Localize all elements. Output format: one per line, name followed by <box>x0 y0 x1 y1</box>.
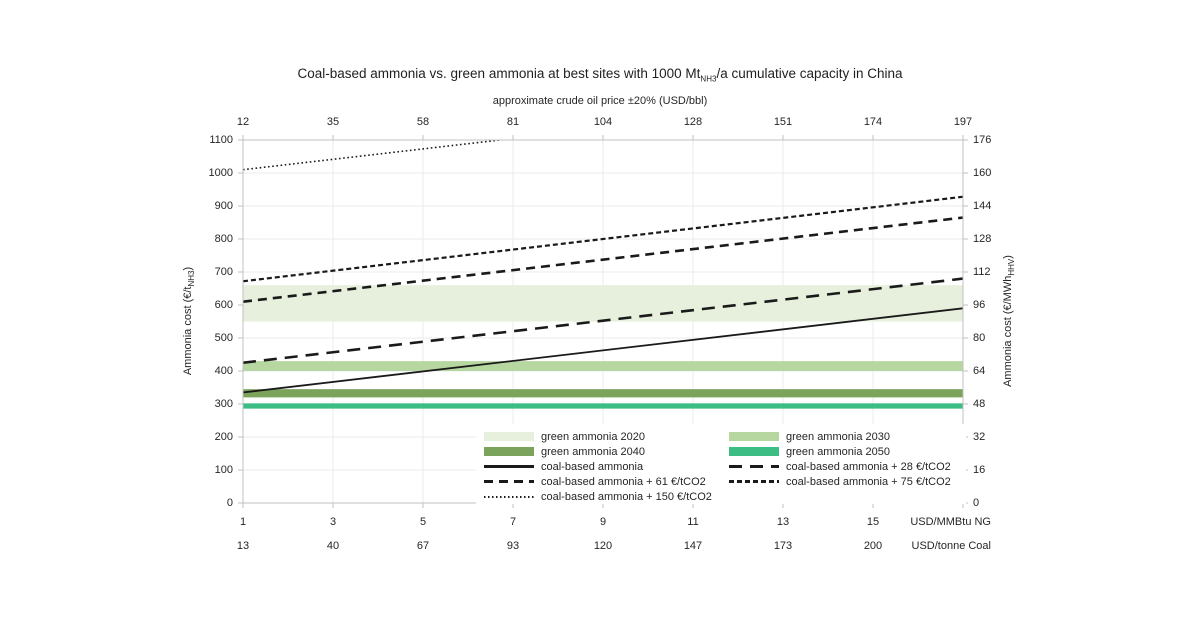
x-top-tick-label: 174 <box>863 116 883 128</box>
band-green-ammonia-2030 <box>243 361 963 371</box>
x-bottom-coal-tick-label: 40 <box>326 540 340 552</box>
y-right-tick-label: 160 <box>973 167 992 179</box>
legend-swatch <box>484 480 534 483</box>
legend-item-label: green ammonia 2050 <box>786 445 890 458</box>
y-right-tick-label: 16 <box>973 464 986 476</box>
line-coal-based-ammonia-75-tCO2 <box>243 195 963 283</box>
legend-swatch <box>484 495 534 498</box>
legend-item: coal-based ammonia + 150 €/tCO2 <box>484 489 712 504</box>
y-right-tick-label: 144 <box>973 200 992 212</box>
x-top-tick-label: 151 <box>773 116 793 128</box>
legend-item: green ammonia 2040 <box>484 444 712 459</box>
x-top-tick-label: 81 <box>506 116 520 128</box>
legend-item-label: green ammonia 2020 <box>541 430 645 443</box>
x-bottom-coal-tick-label: 200 <box>863 540 883 552</box>
x-bottom-ng-tick-label: 11 <box>687 516 699 528</box>
y-right-tick-label: 96 <box>973 299 986 311</box>
x-top-tick-label: 35 <box>326 116 340 128</box>
y-right-tick-label: 32 <box>973 431 986 443</box>
legend-item: coal-based ammonia <box>484 459 712 474</box>
x-top-tick-label: 197 <box>953 116 973 128</box>
band-green-ammonia-2040 <box>243 389 963 398</box>
band-green-ammonia-2020 <box>243 285 963 322</box>
y-right-tick-label: 80 <box>973 332 986 344</box>
legend-swatch <box>484 432 534 441</box>
legend-swatch <box>484 465 534 468</box>
legend-item: green ammonia 2050 <box>729 444 951 459</box>
x-bottom-coal-tick-label: 120 <box>593 540 613 552</box>
legend-item: coal-based ammonia + 75 €/tCO2 <box>729 474 951 489</box>
legend: green ammonia 2020 green ammonia 2040 coal… <box>476 424 966 504</box>
band-green-ammonia-2050 <box>243 403 963 409</box>
legend-item-label: coal-based ammonia + 150 €/tCO2 <box>541 490 712 503</box>
y-right-tick-label: 48 <box>973 398 986 410</box>
y-left-tick-label: 700 <box>214 266 233 278</box>
x-bottom-coal-tick-label: 147 <box>683 540 703 552</box>
chart-title: Coal-based ammonia vs. green ammonia at … <box>0 66 1200 84</box>
legend-item-label: green ammonia 2030 <box>786 430 890 443</box>
x-bottom-coal-tick-label: 13 <box>236 540 250 552</box>
y-left-tick-label: 900 <box>214 200 233 212</box>
y-left-tick-label: 100 <box>214 464 233 476</box>
line-coal-based-ammonia-61-tCO2 <box>243 216 963 303</box>
bottom-axis-unit-coal: USD/tonne Coal <box>911 540 992 552</box>
y-left-tick-label: 300 <box>214 398 233 410</box>
legend-item-label: coal-based ammonia <box>541 460 644 473</box>
top-axis-label: approximate crude oil price ±20% (USD/bb… <box>492 95 708 107</box>
x-bottom-coal-tick-label: 173 <box>773 540 793 552</box>
x-bottom-coal-tick-label: 67 <box>416 540 430 552</box>
legend-item: green ammonia 2020 <box>484 429 712 444</box>
y-right-tick-label: 112 <box>973 266 991 278</box>
chart-title-subscript: NH3 <box>700 74 717 84</box>
legend-item-label: coal-based ammonia + 61 €/tCO2 <box>541 475 706 488</box>
x-bottom-coal-tick-label: 93 <box>506 540 520 552</box>
y-right-tick-label: 64 <box>973 365 986 377</box>
y-right-tick-label: 128 <box>973 233 992 245</box>
y-left-tick-label: 0 <box>226 497 233 509</box>
bottom-axis-unit-ng: USD/MMBtu NG <box>910 516 991 528</box>
legend-column: green ammonia 2020 green ammonia 2040 coal… <box>484 429 712 504</box>
x-bottom-ng-tick-label: 5 <box>419 516 427 528</box>
y-right-tick-label: 176 <box>973 134 992 146</box>
x-bottom-ng-tick-label: 13 <box>776 516 790 528</box>
y-left-tick-label: 400 <box>214 365 233 377</box>
coal-lines <box>243 140 963 394</box>
chart-title-text: Coal-based ammonia vs. green ammonia at … <box>297 66 701 81</box>
line-coal-based-ammonia-28-tCO2 <box>243 277 963 365</box>
y-left-tick-label: 600 <box>214 299 233 311</box>
y-left-tick-label: 1000 <box>208 167 233 179</box>
x-bottom-ng-tick-label: 7 <box>509 516 517 528</box>
legend-item: coal-based ammonia + 61 €/tCO2 <box>484 474 712 489</box>
x-bottom-ng-tick-label: 3 <box>329 516 337 528</box>
tick-marks <box>238 135 968 508</box>
x-bottom-ng-tick-label: 15 <box>866 516 880 528</box>
x-top-tick-label: 58 <box>416 116 430 128</box>
legend-item-label: coal-based ammonia + 28 €/tCO2 <box>786 460 951 473</box>
y-left-tick-label: 200 <box>214 431 233 443</box>
x-bottom-ng-tick-label: 9 <box>599 516 607 528</box>
green-ammonia-bands <box>243 285 963 409</box>
legend-column: green ammonia 2030 green ammonia 2050 coal… <box>729 429 951 489</box>
legend-item-label: coal-based ammonia + 75 €/tCO2 <box>786 475 951 488</box>
legend-swatch <box>484 447 534 456</box>
chart-title-suffix: /a cumulative capacity in China <box>716 66 903 81</box>
legend-swatch <box>729 432 779 441</box>
legend-item: green ammonia 2030 <box>729 429 951 444</box>
x-top-tick-label: 128 <box>683 116 703 128</box>
line-coal-based-ammonia <box>243 307 963 394</box>
y-right-tick-label: 0 <box>973 497 980 509</box>
x-top-tick-label: 104 <box>593 116 613 128</box>
y-left-tick-label: 500 <box>214 332 233 344</box>
legend-item: coal-based ammonia + 28 €/tCO2 <box>729 459 951 474</box>
legend-swatch <box>729 447 779 456</box>
y-left-tick-label: 800 <box>214 233 233 245</box>
legend-item-label: green ammonia 2040 <box>541 445 645 458</box>
legend-swatch <box>729 480 779 483</box>
legend-swatch <box>729 465 779 468</box>
y-left-tick-label: 1100 <box>209 134 233 146</box>
x-bottom-ng-tick-label: 1 <box>239 516 247 528</box>
x-top-tick-label: 12 <box>236 116 250 128</box>
